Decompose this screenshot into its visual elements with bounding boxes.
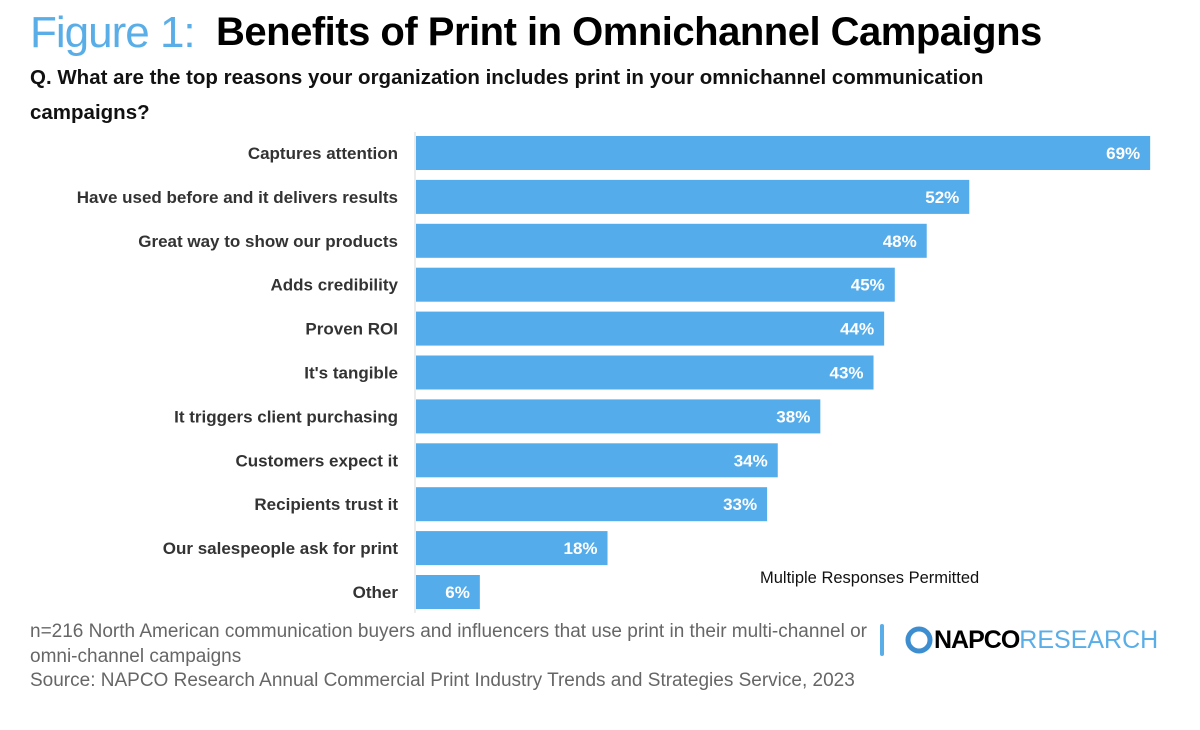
logo-research: RESEARCH — [1019, 625, 1159, 654]
chart-annotation: Multiple Responses Permitted — [760, 569, 980, 587]
footnote: n=216 North American communication buyer… — [30, 620, 880, 694]
data-label: 48% — [883, 232, 917, 251]
napco-research-logo: NAPCO RESEARCH — [880, 622, 1158, 658]
category-label: Adds credibility — [270, 276, 398, 295]
data-label: 69% — [1106, 144, 1140, 163]
logo-divider — [880, 624, 884, 656]
data-label: 6% — [445, 583, 470, 602]
category-label: Customers expect it — [236, 451, 399, 470]
bar — [416, 311, 885, 346]
data-label: 34% — [734, 451, 768, 470]
bar — [416, 179, 970, 214]
data-label: 43% — [829, 364, 863, 383]
bar — [416, 355, 874, 390]
bar — [416, 487, 768, 522]
sample-note: n=216 North American communication buyer… — [30, 621, 867, 667]
bar — [416, 223, 927, 258]
bar — [416, 399, 821, 434]
data-label: 18% — [563, 539, 597, 558]
data-label: 33% — [723, 495, 757, 514]
logo-napco: NAPCO — [934, 625, 1020, 654]
chart-title: Benefits of Print in Omnichannel Campaig… — [216, 10, 1042, 54]
bar — [416, 136, 1151, 170]
category-label: Our salespeople ask for print — [163, 539, 399, 558]
data-label: 52% — [925, 188, 959, 207]
category-label: Other — [353, 583, 399, 602]
category-label: It's tangible — [304, 364, 398, 383]
category-label: Have used before and it delivers results — [77, 188, 398, 207]
logo-ring-icon — [905, 626, 933, 654]
category-label: Proven ROI — [305, 320, 398, 339]
data-label: 38% — [776, 407, 810, 426]
figure-label: Figure 1: — [30, 8, 196, 57]
data-label: 44% — [840, 320, 874, 339]
category-label: Captures attention — [248, 144, 398, 163]
survey-question: Q. What are the top reasons your organiz… — [30, 66, 984, 124]
bar — [416, 531, 608, 566]
bar — [416, 267, 895, 302]
source-note: Source: NAPCO Research Annual Commercial… — [30, 670, 855, 691]
category-label: Great way to show our products — [138, 232, 398, 251]
data-label: 45% — [851, 276, 885, 295]
bar — [416, 443, 778, 478]
category-label: Recipients trust it — [254, 495, 398, 514]
bar — [416, 575, 480, 609]
category-label: It triggers client purchasing — [174, 407, 398, 426]
